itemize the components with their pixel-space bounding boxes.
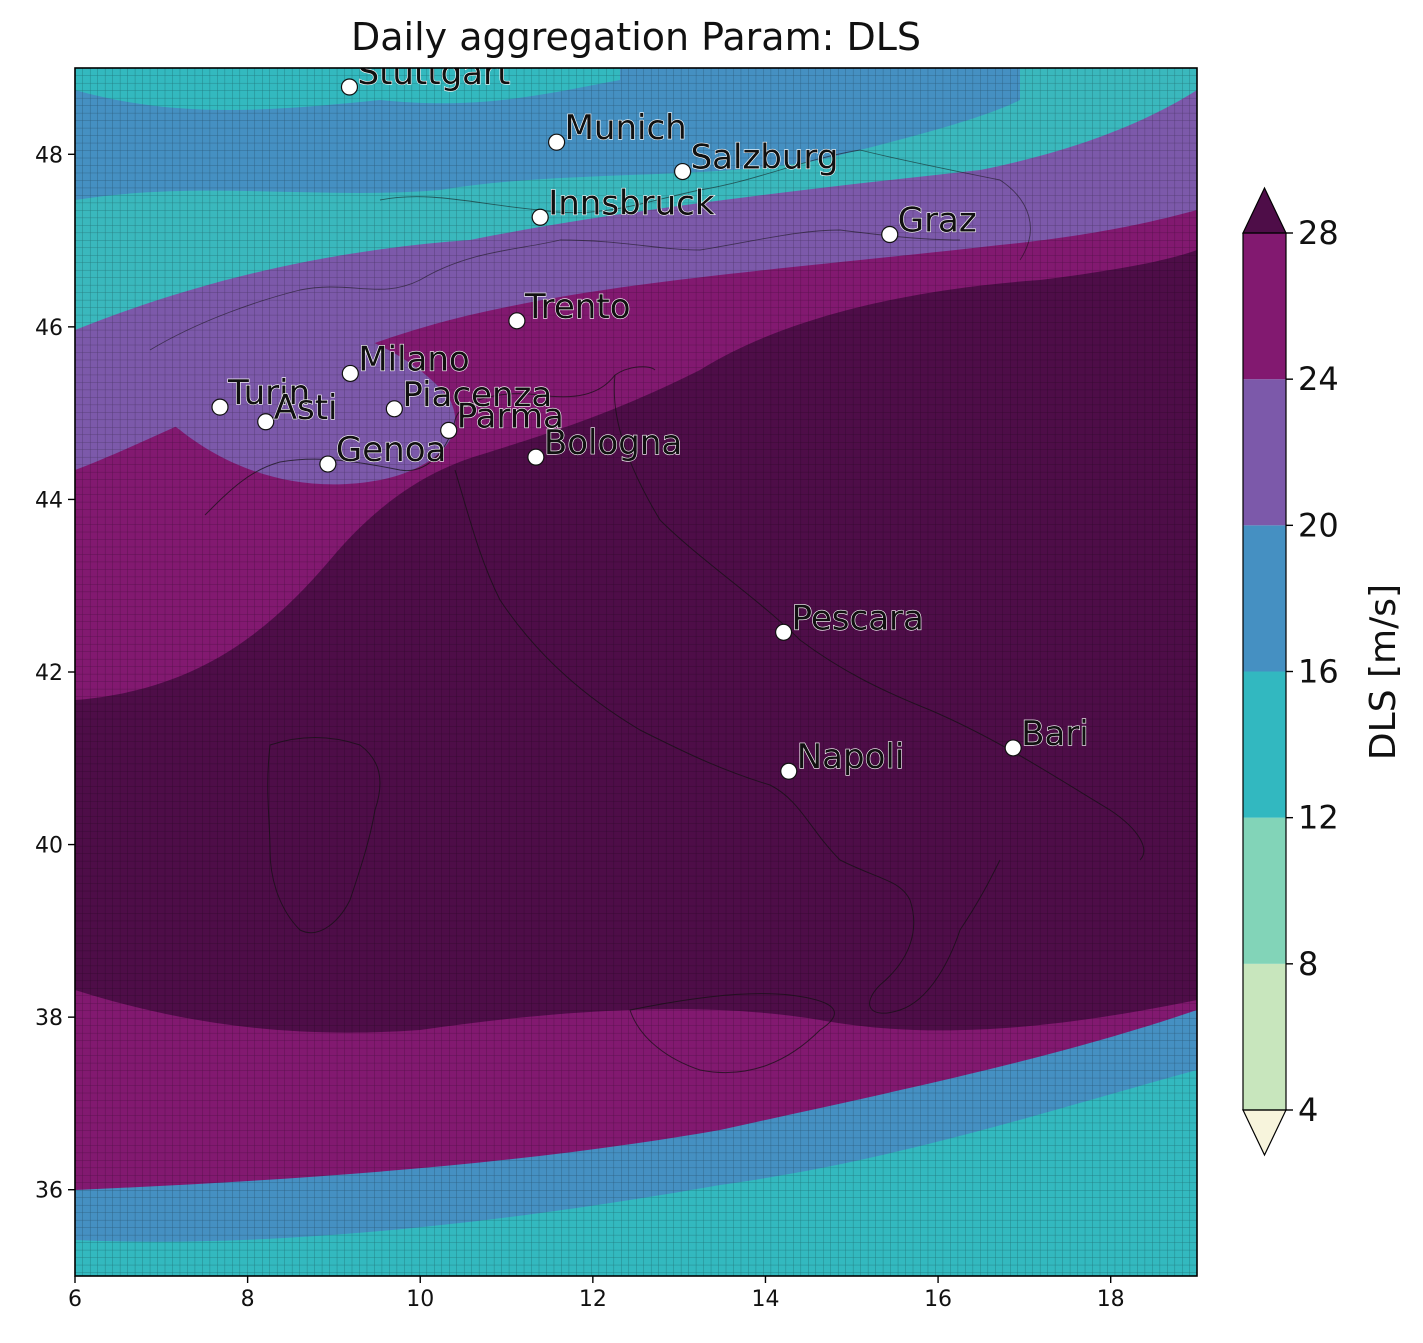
y-tick-label: 40 — [35, 834, 63, 859]
city-label: Piacenza — [402, 375, 552, 415]
x-tick-label: 6 — [68, 1287, 82, 1312]
city-marker — [780, 762, 798, 780]
colorbar-under-arrow — [1242, 1109, 1287, 1157]
city-marker — [385, 400, 403, 418]
y-tick-label: 38 — [35, 1006, 63, 1031]
colorbar-segment — [1243, 379, 1286, 526]
y-axis-ticks: 36 38 40 42 44 46 48 — [35, 143, 75, 1204]
y-tick-label: 48 — [35, 143, 63, 168]
city-label: Parma — [457, 396, 564, 436]
colorbar-tick-label: 20 — [1298, 506, 1339, 544]
y-tick-label: 36 — [35, 1179, 63, 1204]
city-label: Turin — [227, 373, 310, 413]
city-marker — [547, 133, 566, 151]
city-marker — [440, 421, 458, 439]
city-label: Bologna — [544, 423, 682, 463]
city-label: Stuttgart — [357, 53, 510, 93]
colorbar-segment — [1243, 963, 1286, 1110]
x-tick-label: 8 — [241, 1287, 255, 1312]
city-marker — [527, 448, 545, 466]
colorbar-segment — [1243, 525, 1286, 672]
colorbar-tick-label: 24 — [1298, 360, 1339, 398]
city-label: Salzburg — [691, 138, 839, 178]
city-label: Milano — [358, 339, 469, 379]
city-marker — [881, 225, 899, 244]
x-tick-label: 14 — [751, 1287, 779, 1312]
country-borders — [149, 149, 1031, 351]
city-label: Pescara — [792, 598, 924, 638]
y-tick-label: 46 — [35, 316, 63, 341]
city-marker — [1004, 739, 1022, 757]
city-label: Napoli — [797, 737, 905, 777]
colorbar-tick-label: 16 — [1298, 653, 1339, 691]
x-tick-label: 12 — [579, 1287, 607, 1312]
x-tick-label: 10 — [406, 1287, 434, 1312]
city-marker — [674, 162, 692, 181]
colorbar-tick-label: 8 — [1298, 945, 1318, 983]
colorbar-over-arrow — [1242, 186, 1287, 234]
city-marker — [319, 455, 337, 473]
colorbar-segment — [1243, 817, 1286, 964]
colorbar-segment — [1243, 671, 1286, 818]
city-label: Trento — [524, 287, 631, 327]
colorbar: 4 8 12 16 20 24 28 — [1242, 186, 1339, 1157]
colorbar-tick-label: 4 — [1298, 1091, 1318, 1129]
x-axis-ticks: 6 8 10 12 14 16 18 — [68, 1276, 1125, 1312]
grid-cells — [75, 68, 1197, 1276]
city-marker — [508, 312, 526, 330]
colorbar-tick-label: 28 — [1298, 214, 1339, 252]
colorbar-tick-label: 12 — [1298, 799, 1339, 837]
city-label: Munich — [565, 108, 687, 148]
x-tick-label: 16 — [924, 1287, 952, 1312]
x-tick-label: 18 — [1097, 1287, 1125, 1312]
city-marker — [257, 413, 275, 431]
city-marker — [341, 364, 359, 383]
city-marker — [531, 208, 549, 226]
city-label: Asti — [274, 388, 338, 428]
city-label: Bari — [1021, 714, 1089, 754]
chart-title: Daily aggregation Param: DLS — [351, 15, 921, 59]
city-marker — [774, 623, 793, 641]
city-label: Genoa — [336, 430, 446, 470]
city-label: Innsbruck — [548, 183, 715, 223]
colorbar-label: DLS [m/s] — [1363, 584, 1404, 760]
y-tick-label: 42 — [35, 661, 63, 686]
city-label: Graz — [898, 201, 977, 241]
city-marker — [211, 398, 229, 416]
colorbar-segment — [1243, 233, 1286, 380]
city-marker — [340, 78, 359, 96]
y-tick-label: 44 — [35, 488, 63, 513]
